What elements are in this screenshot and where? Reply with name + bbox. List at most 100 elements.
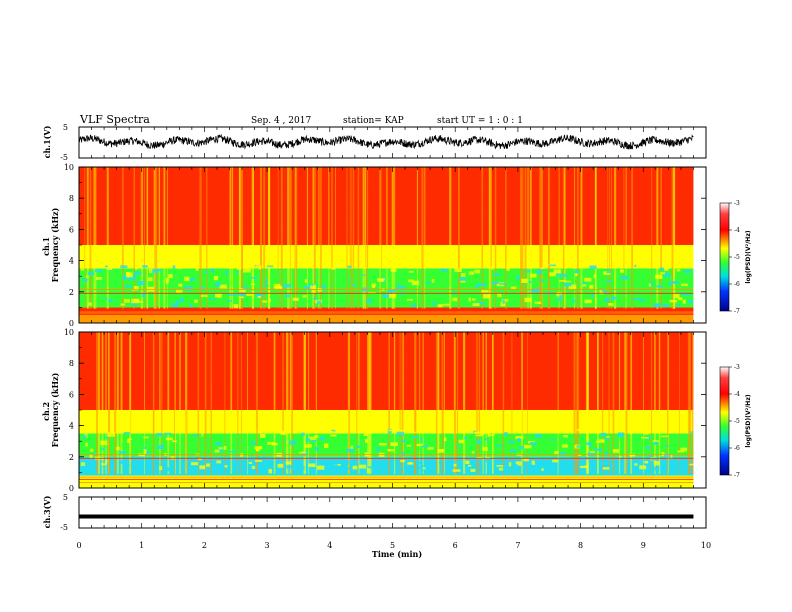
ch1-colorbar-label: log(PSD)(V²/Hz)	[745, 230, 752, 283]
ch1-spectrogram-patch	[501, 299, 509, 302]
ch1-spectrogram-patch	[673, 281, 680, 284]
ch1-spectrogram-patch	[316, 300, 322, 305]
ch1-spectrogram-streak	[95, 167, 97, 309]
ch2-spectrogram-blank	[693, 332, 706, 488]
ch1-spectrogram-patch	[238, 296, 244, 299]
ch1-spectrogram-patch	[589, 265, 597, 270]
ch2-spectrogram-streak	[255, 332, 258, 474]
ch1-spectrogram-patch	[189, 277, 196, 281]
ch1-spectrogram-patch	[176, 300, 180, 305]
ch2-spectrogram-patch	[145, 451, 150, 455]
ch2-spectrogram-patch	[400, 460, 405, 463]
ch2-spectrogram-patch	[482, 447, 488, 451]
ch2-spectrogram-patch	[485, 437, 488, 441]
ch1-spectrogram-ytick-label: 2	[69, 288, 74, 297]
ch2-spectrogram-patch	[422, 467, 426, 470]
ch2-spectrogram-streak	[414, 332, 416, 474]
time-axis-label: Time (min)	[372, 549, 422, 559]
ch1-spectrogram-patch	[311, 290, 316, 294]
ch2-spectrogram-streak	[210, 332, 212, 474]
ch2-spectrogram-patch	[259, 433, 266, 438]
ch2-spectrogram-patch	[530, 464, 533, 468]
ch2-spectrogram-patch	[406, 444, 412, 447]
ch1-spectrogram-streak	[421, 167, 424, 309]
ch1-spectrogram-streak	[349, 167, 351, 309]
ch2-colorbar-label: log(PSD)(V²/Hz)	[745, 394, 752, 447]
ch1-spectrogram-patch	[215, 282, 221, 287]
ch2-spectrogram-tone-line	[79, 457, 694, 459]
ch2-spectrogram-patch	[677, 450, 684, 453]
ch2-spectrogram-streak	[463, 332, 466, 474]
ch1-spectrogram-patch	[663, 272, 671, 278]
ch2-spectrogram-patch	[664, 454, 671, 459]
time-axis-ticks: 0 1 2 3 4 5 6 7 8 9 10	[76, 541, 711, 550]
ch1-spectrogram-patch	[496, 283, 500, 287]
ch2-spectrogram-patch	[327, 431, 335, 434]
ch1-spectrogram-patch	[104, 296, 108, 300]
ch1-spectrogram-streak	[595, 167, 597, 309]
header-start-time: start UT = 1 : 0 : 1	[437, 116, 523, 126]
ch1-colorbar-ticks: -3 -4 -5 -6 -7	[729, 200, 740, 315]
ch1-waveform-line	[78, 133, 694, 150]
ch2-spectrogram-patch	[641, 436, 649, 439]
ch2-spectrogram-patch	[127, 438, 130, 443]
figure-title: VLF Spectra	[79, 113, 150, 126]
ch2-spectrogram-streak	[422, 332, 424, 474]
ch2-spectrogram-patch	[578, 464, 584, 467]
ch1-spectrogram-streak	[458, 167, 460, 309]
ch2-spectrogram-patch	[201, 433, 204, 437]
ch1-spectrogram-streak	[146, 167, 148, 309]
ch1-spectrogram-patch	[493, 273, 500, 276]
ch2-spectrogram-patch	[314, 435, 319, 438]
ch2-spectrogram-patch	[534, 433, 542, 438]
ch1-spectrogram-patch	[472, 298, 476, 301]
ch2-spectrogram-patch	[165, 437, 173, 441]
ch2-spectrogram-patch	[595, 440, 600, 443]
ch2-spectrogram-streak	[667, 332, 669, 474]
ch1-spectrogram-patch	[559, 294, 562, 299]
ch2-spectrogram-patch	[376, 446, 381, 452]
ch1-spectrogram-ytick-label: 4	[69, 257, 74, 266]
ch2-spectrogram-streak	[437, 332, 439, 474]
ch2-spectrogram-band-4	[79, 332, 694, 410]
ch1-spectrogram-patch	[564, 280, 572, 283]
ch2-spectrogram-patch	[517, 437, 521, 442]
ch1-spectrogram-panel: 0 2 4 6 8 10 ch.1 Frequency (kHz)	[41, 163, 707, 328]
ch2-spectrogram-patch	[660, 435, 668, 438]
ch2-spectrogram-patch	[421, 465, 427, 468]
ch1-spectrogram-patch	[581, 283, 584, 285]
ch1-spectrogram-streak	[141, 167, 143, 309]
ch1-spectrogram-patch	[361, 266, 367, 269]
ch1-spectrogram-patch	[87, 271, 95, 276]
ch1-spectrogram-streak	[320, 167, 322, 309]
ch3-waveform-ticks	[78, 497, 707, 528]
ch2-spectrogram-streak	[369, 332, 372, 474]
ch1-spectrogram-streak	[280, 167, 283, 309]
ch2-spectrogram-patch	[223, 445, 227, 450]
ch1-spectrogram-patch	[659, 267, 668, 271]
ch2-spectrogram-patch	[319, 436, 326, 441]
ch2-spectrogram-patch	[164, 432, 172, 435]
ch1-spectrogram-patch	[568, 284, 577, 289]
ch2-spectrogram-patch	[378, 443, 387, 446]
ch2-spectrogram-patch	[645, 446, 651, 450]
ch2-spectrogram-patch	[248, 461, 253, 464]
ch1-spectrogram-streak	[287, 167, 290, 309]
ch1-spectrogram-patch	[165, 280, 169, 284]
ch1-spectrogram-patch	[684, 269, 691, 274]
ch2-spectrogram-streak	[478, 332, 481, 474]
ch1-spectrogram-patch	[487, 263, 491, 266]
ch1-spectrogram-streak	[290, 167, 292, 309]
ch2-spectrogram-patch	[502, 468, 508, 472]
ch1-spectrogram-speckle	[79, 167, 693, 323]
ch2-spectrogram-streak	[587, 332, 589, 474]
ch1-spectrogram-ticks: 0 2 4 6 8 10	[64, 163, 707, 328]
ch2-spectrogram-patch	[316, 465, 325, 470]
ch2-spectrogram-patch	[599, 439, 605, 443]
ch1-spectrogram-patch	[222, 265, 230, 268]
ch1-spectrogram-patch	[227, 299, 232, 302]
ch2-spectrogram-patch	[194, 434, 198, 437]
ch2-spectrogram-speckle-base	[79, 332, 693, 488]
ch2-spectrogram-patch	[144, 450, 148, 455]
ch2-spectrogram-patch	[600, 432, 607, 437]
